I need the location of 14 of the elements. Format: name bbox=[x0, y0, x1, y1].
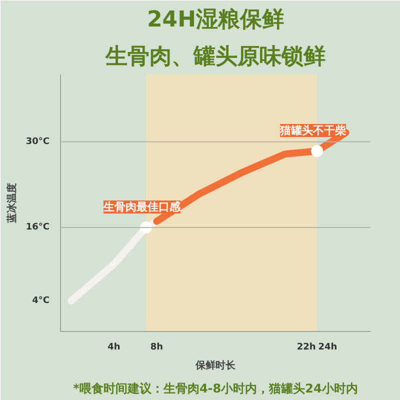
y-axis-title: 蓝冰温度 bbox=[6, 183, 18, 224]
x-tick-label: 24h bbox=[318, 342, 338, 352]
x-tick-label: 4h bbox=[108, 342, 120, 352]
chart-subtitle: 生骨肉、罐头原味锁鲜 bbox=[104, 44, 326, 70]
text: *喂食时间建议：生骨肉4-8小时内，猫罐头24小时内 bbox=[73, 382, 358, 396]
x-axis-title: 保鲜时长 bbox=[194, 360, 236, 372]
y-tick-label: 4°C bbox=[32, 296, 50, 306]
x-tick-label: 22h bbox=[296, 342, 316, 352]
y-tick-label: 30°C bbox=[26, 136, 50, 147]
annotation: 生骨肉最佳口感 bbox=[102, 200, 182, 214]
y-tick-label: 16°C bbox=[26, 222, 50, 232]
annotation: 猫罐头不干柴 bbox=[279, 124, 348, 137]
chart-title: 24H湿粮保鲜 bbox=[146, 8, 284, 32]
x-tick-label: 8h bbox=[150, 342, 164, 352]
